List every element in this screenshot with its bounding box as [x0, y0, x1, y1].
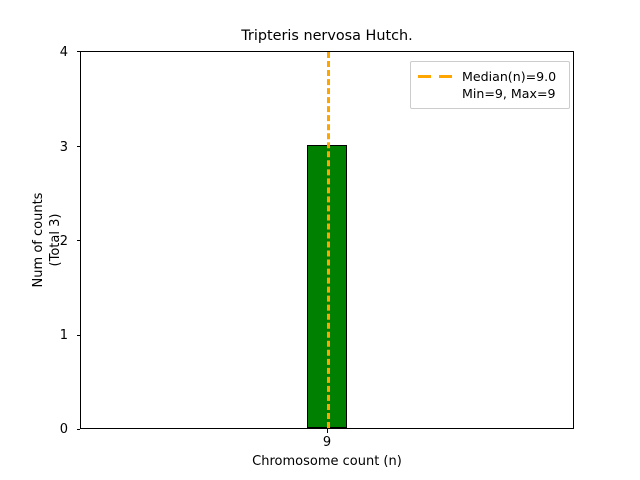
y-axis-label-line1: Num of counts [31, 192, 46, 288]
legend-entry-text: Median(n)=9.0 Min=9, Max=9 [462, 68, 556, 102]
y-tick-mark-4 [76, 51, 80, 52]
median-line [327, 52, 330, 428]
x-axis-label: Chromosome count (n) [252, 454, 402, 469]
y-tick-label-0: 0 [59, 422, 68, 437]
y-tick-label-2: 2 [59, 234, 68, 249]
y-tick-mark-0 [76, 429, 80, 430]
legend-median-label: Median(n)=9.0 [462, 69, 557, 84]
dashed-line-icon [418, 70, 454, 83]
y-tick-label-3: 3 [59, 140, 68, 155]
x-tick-label-9: 9 [322, 435, 332, 450]
legend-minmax-label: Min=9, Max=9 [462, 86, 556, 101]
y-tick-label-1: 1 [59, 328, 68, 343]
y-axis-label: Num of counts (Total 3) [30, 51, 64, 429]
chart-legend[interactable]: Median(n)=9.0 Min=9, Max=9 [410, 61, 570, 109]
plot-area [80, 51, 574, 429]
legend-entry-median: Median(n)=9.0 Min=9, Max=9 [418, 68, 562, 102]
y-tick-mark-1 [76, 334, 80, 336]
y-tick-label-4: 4 [59, 45, 68, 60]
y-axis-label-line2: (Total 3) [48, 213, 63, 267]
x-tick-mark-9 [327, 429, 328, 433]
y-tick-mark-3 [76, 145, 80, 147]
y-tick-mark-2 [76, 240, 80, 241]
chart-title: Tripteris nervosa Hutch. [241, 28, 413, 44]
